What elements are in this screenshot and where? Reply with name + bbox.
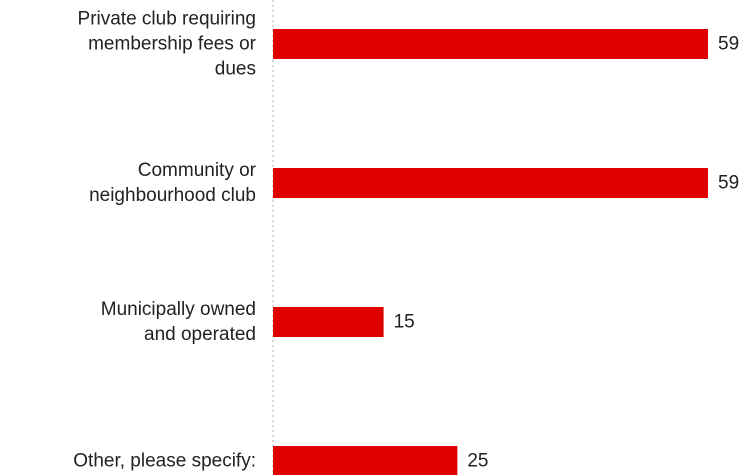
value-label-0: 59 (718, 34, 739, 55)
value-label-3: 25 (467, 451, 488, 472)
category-labels-group: Private club requiring membership fees or… (73, 9, 256, 472)
category-label-1-line-1: neighbourhood club (89, 185, 256, 206)
bar-1 (273, 168, 708, 198)
bar-3 (273, 446, 458, 475)
category-label-0-line-0: Private club requiring (78, 9, 256, 30)
bars-group (273, 29, 708, 475)
category-label-0-line-2: dues (215, 59, 256, 80)
bar-0 (273, 29, 708, 59)
value-labels-group: 59 59 15 25 (394, 34, 740, 472)
value-label-2: 15 (394, 312, 415, 333)
category-label-3-line-0: Other, please specify: (73, 451, 256, 472)
value-label-1: 59 (718, 173, 739, 194)
category-label-2-line-0: Municipally owned (101, 299, 256, 320)
category-label-2-line-1: and operated (144, 324, 256, 345)
category-label-0-line-1: membership fees or (88, 34, 257, 55)
category-label-1-line-0: Community or (138, 160, 257, 181)
bar-2 (273, 307, 384, 337)
